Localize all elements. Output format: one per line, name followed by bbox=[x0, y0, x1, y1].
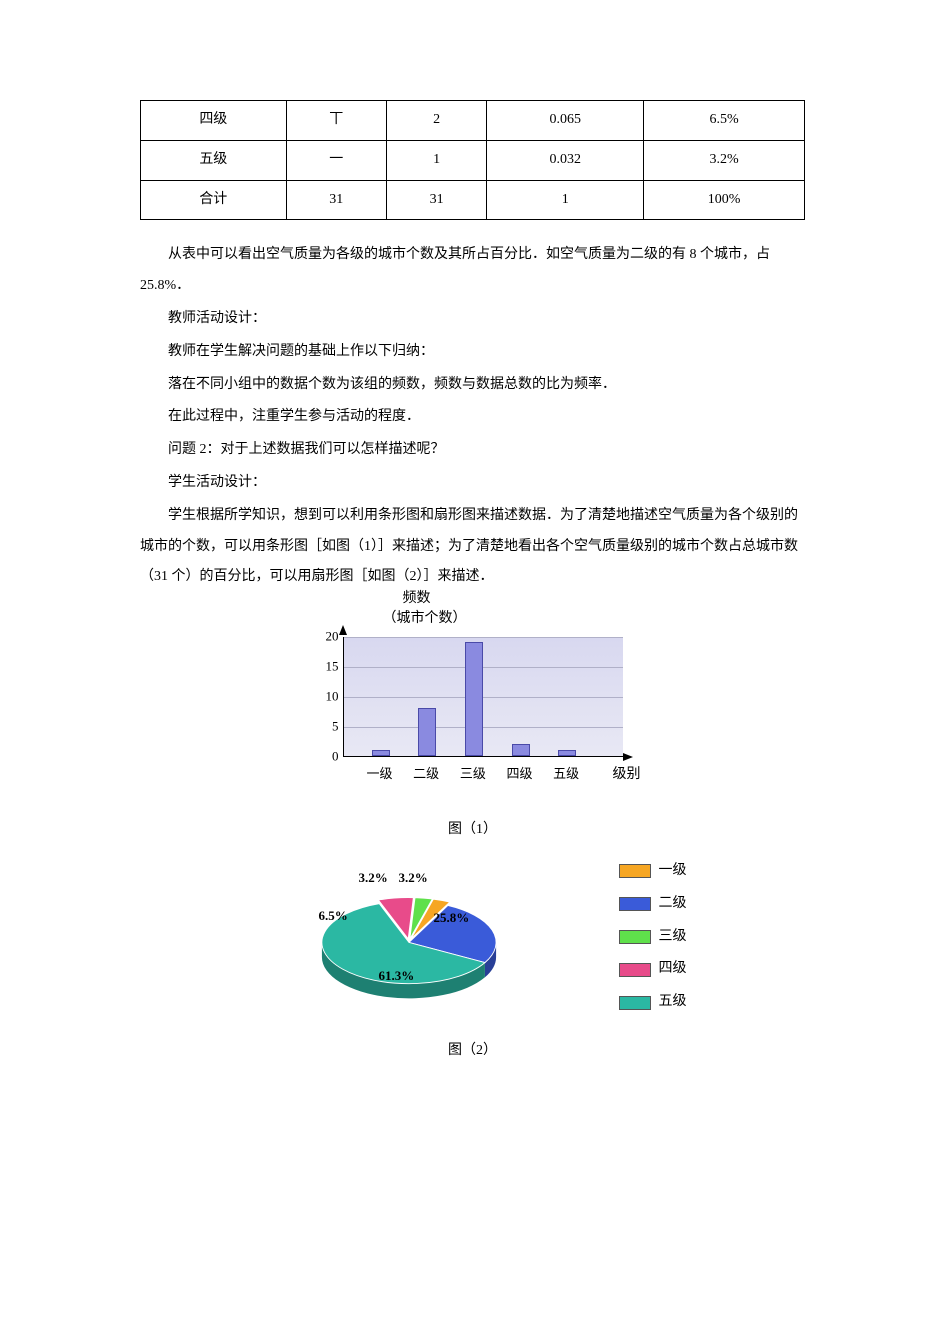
y-tick-label: 10 bbox=[317, 683, 339, 712]
cell: 一 bbox=[286, 140, 386, 180]
pie-pct-label: 61.3% bbox=[379, 962, 415, 991]
paragraph: 在此过程中，注重学生参与活动的程度． bbox=[140, 402, 805, 433]
cell: 四级 bbox=[141, 101, 287, 141]
pie-pct-label: 3.2% bbox=[399, 864, 428, 893]
table-row: 五级 一 1 0.032 3.2% bbox=[141, 140, 805, 180]
cell: 31 bbox=[386, 180, 486, 220]
legend-swatch bbox=[619, 930, 651, 944]
cell: 1 bbox=[487, 180, 644, 220]
bar bbox=[512, 744, 530, 756]
y-tick-label: 5 bbox=[317, 713, 339, 742]
legend-row: 五级 bbox=[619, 987, 687, 1018]
legend-swatch bbox=[619, 897, 651, 911]
table-row: 四级 丅 2 0.065 6.5% bbox=[141, 101, 805, 141]
pie-pct-label: 6.5% bbox=[319, 902, 348, 931]
paragraph: 问题 2：对于上述数据我们可以怎样描述呢？ bbox=[140, 435, 805, 466]
plot-area bbox=[343, 637, 623, 757]
legend-label: 二级 bbox=[659, 889, 687, 920]
x-tick-label: 五级 bbox=[546, 760, 586, 789]
bar bbox=[558, 750, 576, 756]
frequency-table: 四级 丅 2 0.065 6.5% 五级 一 1 0.032 3.2% 合计 3… bbox=[140, 100, 805, 220]
gridline bbox=[344, 727, 623, 728]
legend-row: 三级 bbox=[619, 922, 687, 953]
cell: 0.065 bbox=[487, 101, 644, 141]
gridline bbox=[344, 667, 623, 668]
figure-caption: 图（1） bbox=[140, 815, 805, 846]
pie-chart: 3.2%3.2%25.8%6.5%61.3% bbox=[259, 862, 559, 1012]
pie-pct-label: 3.2% bbox=[359, 864, 388, 893]
cell: 0.032 bbox=[487, 140, 644, 180]
cell: 6.5% bbox=[644, 101, 805, 141]
y-tick-label: 20 bbox=[317, 623, 339, 652]
paragraph: 从表中可以看出空气质量为各级的城市个数及其所占百分比．如空气质量为二级的有 8 … bbox=[140, 240, 805, 302]
figure-caption: 图（2） bbox=[140, 1036, 805, 1067]
y-tick-label: 15 bbox=[317, 653, 339, 682]
bar-chart-figure: 频数 （城市个数） 级别 05101520一级二级三级四级五级 bbox=[140, 597, 805, 797]
cell: 丅 bbox=[286, 101, 386, 141]
y-tick-label: 0 bbox=[317, 743, 339, 772]
legend-label: 三级 bbox=[659, 922, 687, 953]
x-tick-label: 一级 bbox=[360, 760, 400, 789]
pie-pct-label: 25.8% bbox=[434, 904, 470, 933]
paragraph: 学生活动设计： bbox=[140, 468, 805, 499]
cell: 五级 bbox=[141, 140, 287, 180]
x-tick-label: 三级 bbox=[453, 760, 493, 789]
y-axis-subtitle: （城市个数） bbox=[383, 609, 467, 629]
legend-swatch bbox=[619, 963, 651, 977]
y-axis-arrow-icon bbox=[339, 625, 347, 635]
cell: 2 bbox=[386, 101, 486, 141]
cell: 31 bbox=[286, 180, 386, 220]
legend-label: 五级 bbox=[659, 987, 687, 1018]
y-axis-title: 频数 bbox=[403, 589, 431, 609]
legend-row: 二级 bbox=[619, 889, 687, 920]
gridline bbox=[344, 697, 623, 698]
table-row: 合计 31 31 1 100% bbox=[141, 180, 805, 220]
bar bbox=[465, 642, 483, 756]
legend-swatch bbox=[619, 864, 651, 878]
cell: 合计 bbox=[141, 180, 287, 220]
paragraph: 落在不同小组中的数据个数为该组的频数，频数与数据总数的比为频率． bbox=[140, 370, 805, 401]
paragraph: 教师在学生解决问题的基础上作以下归纳： bbox=[140, 337, 805, 368]
x-tick-label: 二级 bbox=[406, 760, 446, 789]
x-tick-label: 四级 bbox=[500, 760, 540, 789]
legend-swatch bbox=[619, 996, 651, 1010]
x-axis-label: 级别 bbox=[613, 760, 641, 791]
gridline bbox=[344, 637, 623, 638]
pie-chart-figure: 3.2%3.2%25.8%6.5%61.3% 一级二级三级四级五级 bbox=[140, 856, 805, 1018]
legend-row: 四级 bbox=[619, 954, 687, 985]
cell: 1 bbox=[386, 140, 486, 180]
paragraph: 教师活动设计： bbox=[140, 304, 805, 335]
bar bbox=[372, 750, 390, 756]
cell: 100% bbox=[644, 180, 805, 220]
bar bbox=[418, 708, 436, 756]
paragraph: 学生根据所学知识，想到可以利用条形图和扇形图来描述数据．为了清楚地描述空气质量为… bbox=[140, 501, 805, 593]
bar-chart: 频数 （城市个数） 级别 05101520一级二级三级四级五级 bbox=[283, 597, 663, 797]
pie-legend: 一级二级三级四级五级 bbox=[619, 856, 687, 1018]
cell: 3.2% bbox=[644, 140, 805, 180]
legend-row: 一级 bbox=[619, 856, 687, 887]
legend-label: 一级 bbox=[659, 856, 687, 887]
legend-label: 四级 bbox=[659, 954, 687, 985]
